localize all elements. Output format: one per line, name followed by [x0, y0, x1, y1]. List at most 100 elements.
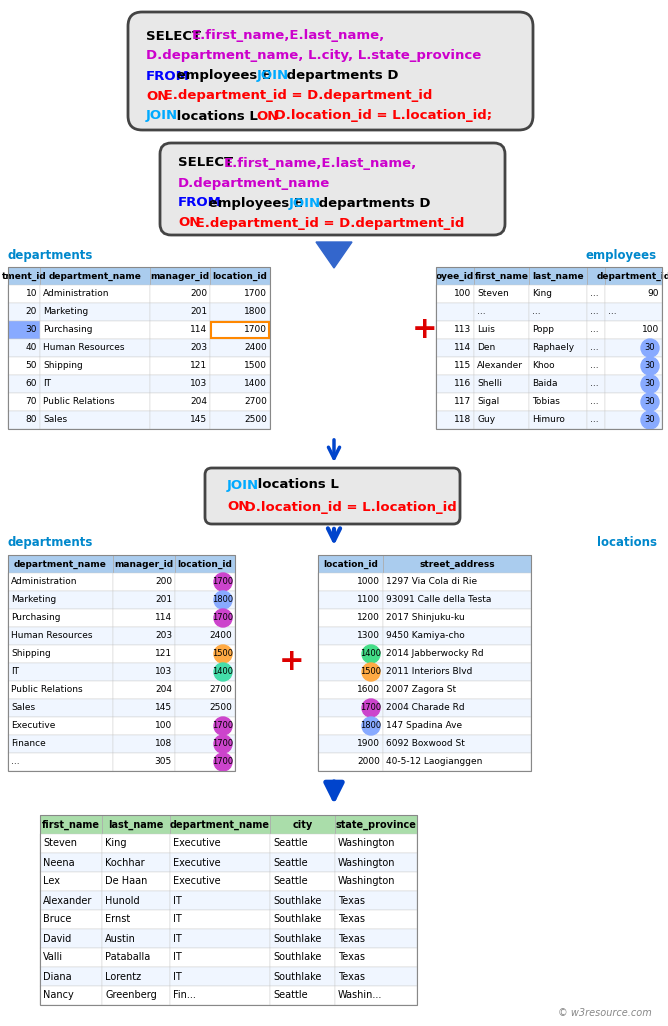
Bar — [529, 303, 587, 321]
Bar — [175, 753, 235, 771]
Text: 90: 90 — [647, 289, 659, 299]
Bar — [8, 555, 235, 771]
Bar — [40, 834, 102, 853]
Text: Ernst: Ernst — [105, 914, 130, 924]
Circle shape — [362, 717, 380, 735]
Bar — [270, 929, 335, 948]
FancyBboxPatch shape — [205, 468, 460, 524]
Bar — [150, 393, 210, 411]
Bar — [318, 735, 383, 753]
Bar — [587, 285, 605, 303]
Bar — [170, 929, 270, 948]
Bar — [8, 321, 40, 339]
Text: 1400: 1400 — [244, 380, 267, 389]
Text: street_address: street_address — [420, 559, 495, 568]
Bar — [210, 303, 270, 321]
Text: IT: IT — [173, 972, 182, 982]
Bar — [529, 285, 587, 303]
Text: 6092 Boxwood St: 6092 Boxwood St — [386, 740, 465, 749]
Text: David: David — [43, 934, 71, 944]
Bar — [270, 966, 335, 986]
Text: departments: departments — [8, 536, 94, 549]
Text: Marketing: Marketing — [11, 595, 56, 604]
Text: E.department_id = D.department_id: E.department_id = D.department_id — [191, 216, 464, 230]
Text: Executive: Executive — [11, 721, 55, 731]
Bar — [40, 339, 150, 357]
Text: 117: 117 — [454, 397, 471, 406]
Bar — [210, 267, 270, 285]
Text: 1700: 1700 — [212, 721, 234, 731]
Bar — [335, 834, 417, 853]
Bar — [211, 322, 269, 338]
Text: Alexander: Alexander — [477, 361, 523, 370]
Bar — [270, 910, 335, 929]
Text: Luis: Luis — [477, 325, 495, 334]
Text: Washington: Washington — [338, 838, 395, 849]
Text: 80: 80 — [25, 416, 37, 425]
Text: 203: 203 — [190, 344, 207, 353]
Bar — [605, 411, 662, 429]
Text: E.department_id = D.department_id: E.department_id = D.department_id — [159, 89, 432, 103]
Bar — [529, 339, 587, 357]
Text: Bruce: Bruce — [43, 914, 71, 924]
Bar — [150, 374, 210, 393]
Bar — [175, 573, 235, 591]
Text: 2500: 2500 — [244, 416, 267, 425]
Bar — [318, 627, 383, 645]
Text: first_name: first_name — [42, 820, 100, 830]
Text: 30: 30 — [645, 397, 655, 406]
Bar — [8, 609, 113, 627]
Text: locations L: locations L — [253, 478, 339, 491]
Text: D.department_name: D.department_name — [178, 176, 330, 190]
Bar — [40, 815, 102, 834]
Bar — [335, 986, 417, 1005]
Bar — [270, 891, 335, 910]
Bar — [318, 609, 383, 627]
Bar — [150, 267, 210, 285]
Bar — [40, 374, 150, 393]
Text: oyee_id: oyee_id — [436, 272, 474, 280]
Text: 204: 204 — [155, 685, 172, 695]
Bar — [318, 753, 383, 771]
Text: Seattle: Seattle — [273, 838, 308, 849]
Text: city: city — [293, 820, 313, 829]
Bar — [175, 609, 235, 627]
Bar — [474, 393, 529, 411]
Bar — [102, 891, 170, 910]
Text: Himuro: Himuro — [532, 416, 565, 425]
Bar — [8, 303, 40, 321]
Circle shape — [362, 645, 380, 663]
Circle shape — [214, 663, 232, 681]
Text: Public Relations: Public Relations — [43, 397, 115, 406]
Text: 30: 30 — [25, 325, 37, 334]
Text: 118: 118 — [454, 416, 471, 425]
FancyBboxPatch shape — [128, 12, 533, 130]
Bar — [436, 321, 474, 339]
Bar — [102, 929, 170, 948]
Text: Seattle: Seattle — [273, 858, 308, 868]
Bar — [40, 929, 102, 948]
Text: Khoo: Khoo — [532, 361, 554, 370]
Bar — [210, 339, 270, 357]
Bar — [474, 339, 529, 357]
Bar — [383, 645, 531, 663]
Text: 70: 70 — [25, 397, 37, 406]
Bar — [436, 357, 474, 374]
Circle shape — [214, 609, 232, 627]
Text: 1700: 1700 — [361, 704, 381, 712]
Bar — [474, 303, 529, 321]
Bar — [113, 609, 175, 627]
Text: Shipping: Shipping — [43, 361, 83, 370]
Text: 30: 30 — [645, 416, 655, 425]
Bar — [587, 411, 605, 429]
Text: departments D: departments D — [315, 197, 431, 209]
Text: De Haan: De Haan — [105, 876, 148, 886]
Bar — [113, 735, 175, 753]
Bar — [335, 872, 417, 891]
Bar — [318, 591, 383, 609]
Text: +: + — [279, 647, 305, 676]
Text: Texas: Texas — [338, 934, 365, 944]
Bar — [170, 872, 270, 891]
Text: Greenberg: Greenberg — [105, 990, 157, 1000]
FancyBboxPatch shape — [160, 143, 505, 235]
